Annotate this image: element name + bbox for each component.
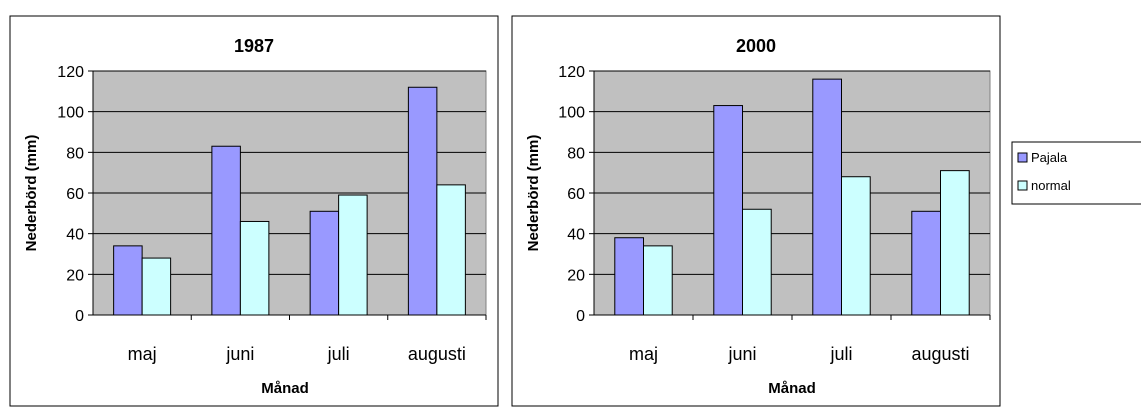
y-tick-label: 120 (57, 64, 84, 81)
bar-pajala-juni (713, 105, 743, 316)
plot-area: 0 20 40 60 80 100 120 maj juni juli augusti (558, 64, 991, 364)
x-tick-label: juni (727, 344, 756, 364)
y-tick-label: 80 (66, 145, 84, 162)
bar-normal-juni (239, 220, 270, 316)
y-tick-label: 100 (57, 105, 84, 122)
bar-pajala-augusti (407, 86, 438, 316)
y-tick-label: 60 (567, 186, 585, 203)
legend-label-normal: normal (1031, 178, 1071, 193)
bar-pajala-juli (812, 78, 842, 316)
chart-title: 2000 (736, 36, 776, 56)
chart-2000: 2000 Månad Nederbörd (mm) 0 20 40 60 80 100 12… (511, 15, 1001, 407)
legend-swatch-pajala (1017, 152, 1028, 163)
x-tick-label: juni (225, 344, 254, 364)
x-tick-label: augusti (911, 344, 969, 364)
bar-normal-juni (742, 208, 772, 316)
y-axis-label: Nederbörd (mm) (525, 135, 542, 252)
bar-normal-augusti (940, 170, 970, 316)
y-tick-label: 20 (567, 267, 585, 284)
y-tick-label: 0 (75, 308, 84, 325)
legend-label-pajala: Pajala (1031, 150, 1068, 165)
x-axis-label: Månad (768, 380, 816, 397)
y-tick-label: 40 (567, 227, 585, 244)
plot-area: 0 20 40 60 80 100 120 maj juni juli augusti (57, 64, 487, 364)
x-tick-label: maj (629, 344, 658, 364)
legend-frame (1011, 141, 1141, 205)
x-axis-label: Månad (261, 380, 309, 397)
bar-pajala-juni (211, 145, 241, 316)
bar-normal-juli (841, 176, 871, 316)
bar-normal-maj (141, 257, 172, 316)
bar-normal-augusti (436, 184, 466, 316)
bar-pajala-maj (113, 245, 143, 316)
legend: Pajala normal (1011, 141, 1141, 205)
y-axis-label: Nederbörd (mm) (23, 135, 40, 252)
x-tick-label: augusti (408, 344, 466, 364)
y-tick-label: 100 (558, 105, 585, 122)
x-tick-label: juli (327, 344, 350, 364)
bar-pajala-augusti (911, 210, 941, 316)
y-tick-label: 20 (66, 267, 84, 284)
y-tick-label: 120 (558, 64, 585, 81)
y-tick-label: 40 (66, 227, 84, 244)
x-tick-label: juli (829, 344, 852, 364)
y-tick-label: 80 (567, 145, 585, 162)
x-tick-label: maj (128, 344, 157, 364)
bar-normal-juli (338, 194, 368, 316)
bar-pajala-juli (309, 210, 340, 316)
chart-title: 1987 (234, 36, 274, 56)
bar-normal-maj (643, 245, 673, 316)
bar-pajala-maj (614, 237, 644, 316)
chart-1987: 1987 Månad Nederbörd (mm) 0 20 40 60 80 100 12… (9, 15, 499, 407)
y-tick-label: 0 (576, 308, 585, 325)
y-tick-label: 60 (66, 186, 84, 203)
legend-swatch-normal (1017, 180, 1028, 191)
